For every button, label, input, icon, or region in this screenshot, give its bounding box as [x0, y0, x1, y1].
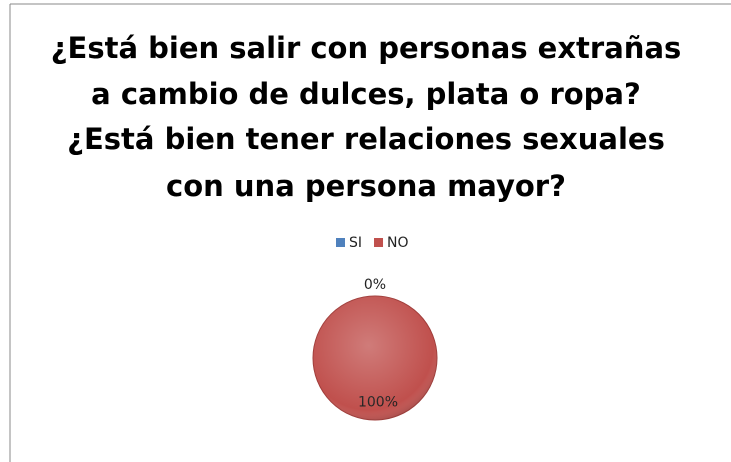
- chart-title: a cambio de dulces, plata o ropa?: [91, 77, 641, 111]
- chart-title: con una persona mayor?: [166, 169, 566, 203]
- chart-title: ¿Está bien salir con personas extrañas: [51, 31, 682, 65]
- data-label: 0%: [364, 277, 386, 293]
- chart-title: ¿Está bien tener relaciones sexuales: [67, 122, 665, 156]
- legend-label: NO: [387, 235, 409, 251]
- legend-swatch: [336, 238, 345, 247]
- legend-label: SI: [349, 235, 362, 251]
- data-label: 100%: [358, 395, 398, 411]
- legend-swatch: [374, 238, 384, 247]
